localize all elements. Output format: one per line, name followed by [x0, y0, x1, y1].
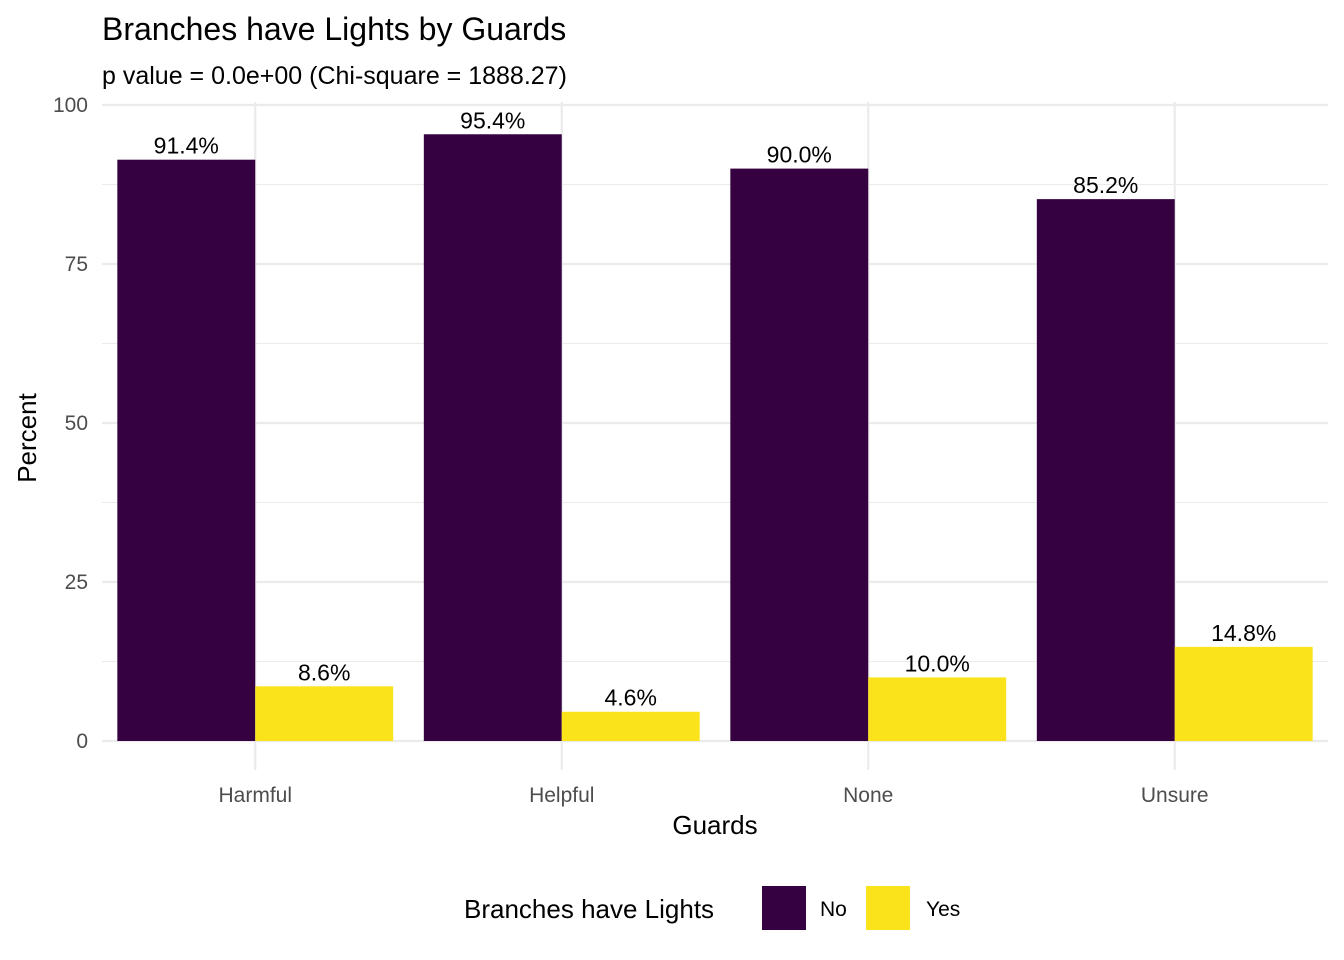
x-tick-label-none: None [843, 784, 893, 807]
data-label-none-no: 90.0% [767, 142, 832, 168]
x-tick-label-helpful: Helpful [529, 784, 594, 807]
bar-harmful-yes [255, 686, 394, 741]
y-axis-title: Percent [12, 392, 42, 482]
chart-title: Branches have Lights by Guards [102, 11, 566, 47]
legend-swatch-yes [866, 886, 910, 930]
legend-label-no: No [820, 898, 847, 921]
legend-title: Branches have Lights [464, 894, 714, 924]
legend-swatch-no [762, 886, 806, 930]
y-tick-label: 75 [65, 253, 88, 276]
data-label-unsure-yes: 14.8% [1211, 620, 1276, 646]
bar-none-no [730, 168, 869, 742]
bar-helpful-yes [561, 711, 700, 741]
bar-unsure-yes [1174, 646, 1313, 741]
bar-unsure-no [1036, 199, 1175, 742]
y-tick-label: 50 [65, 412, 88, 435]
bar-helpful-no [423, 134, 562, 742]
x-tick-label-unsure: Unsure [1141, 784, 1209, 807]
x-tick-label-harmful: Harmful [218, 784, 292, 807]
data-label-helpful-yes: 4.6% [604, 685, 656, 711]
legend-label-yes: Yes [926, 898, 960, 921]
y-tick-label: 100 [53, 94, 88, 117]
legend: Branches have Lights No Yes [464, 886, 960, 930]
data-label-harmful-no: 91.4% [154, 133, 219, 159]
data-labels: 91.4% 8.6% 95.4% 4.6% 90.0% 10.0% 85.2% 14.8% [154, 107, 1277, 710]
bar-harmful-no [117, 159, 256, 742]
data-label-none-yes: 10.0% [905, 650, 970, 676]
data-label-helpful-no: 95.4% [460, 107, 525, 133]
data-label-harmful-yes: 8.6% [298, 659, 350, 685]
y-tick-label: 25 [65, 571, 88, 594]
y-axis-ticks: 0 25 50 75 100 [53, 94, 88, 753]
x-axis-ticks: Harmful Helpful None Unsure [218, 784, 1208, 807]
chart-subtitle: p value = 0.0e+00 (Chi-square = 1888.27) [102, 62, 567, 90]
bars [117, 134, 1313, 742]
bar-none-yes [868, 677, 1007, 741]
y-tick-label: 0 [76, 730, 88, 753]
x-axis-title: Guards [672, 810, 757, 840]
data-label-unsure-no: 85.2% [1073, 172, 1138, 198]
